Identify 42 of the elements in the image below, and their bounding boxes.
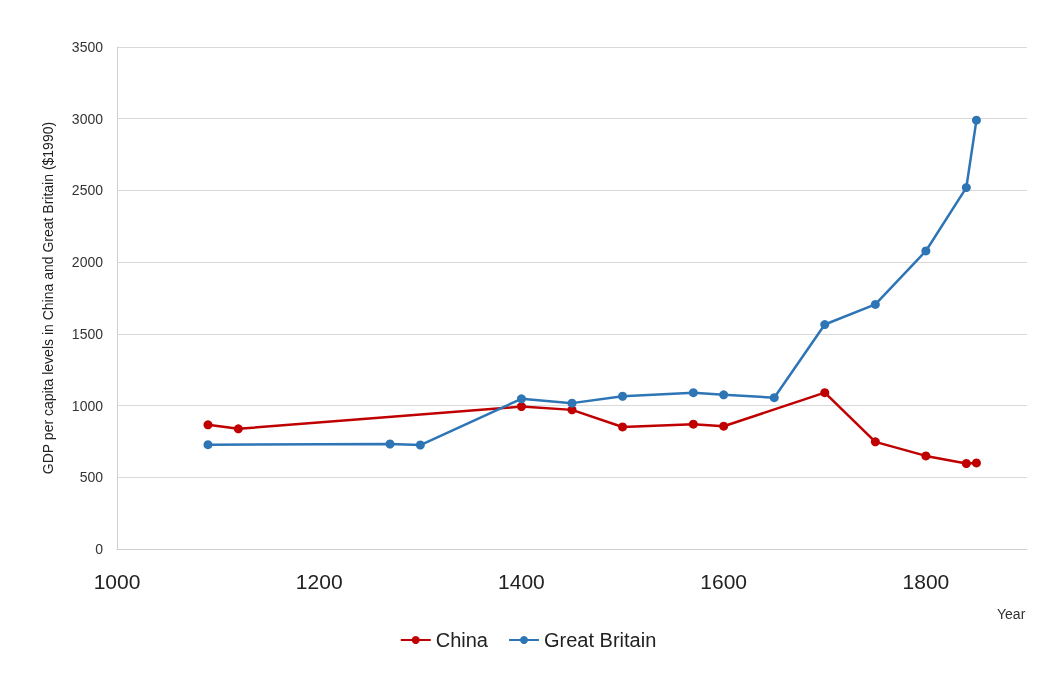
point [870,437,880,447]
point [921,451,931,461]
point [618,391,628,401]
point [769,393,779,403]
point [961,183,971,193]
y-tick-label: 500 [79,469,104,486]
point [415,440,425,450]
point [203,420,213,430]
point [567,398,577,408]
y-tick-label: 3500 [71,39,104,55]
y-tick-label: 3000 [71,110,104,127]
x-axis-title: Year [997,606,1026,622]
point [820,320,830,330]
point [385,439,395,449]
point [516,394,526,404]
y-axis-title: GDP per capita levels in China and Great Britain ($1990) [40,121,56,475]
point [233,424,243,434]
point [971,115,981,125]
point [719,421,729,431]
x-tick-label: 1800 [902,570,950,593]
point [961,459,971,469]
point [820,388,830,398]
x-tick-label: 1400 [498,570,545,593]
y-tick-label: 0 [95,541,104,557]
point [688,388,698,398]
point [870,299,880,309]
y-tick-label: 1000 [71,397,104,414]
point [516,402,526,412]
point [203,440,213,450]
y-tick-label: 2000 [71,254,104,271]
y-tick-label: 1500 [71,325,104,342]
point [719,390,729,400]
legend-label: China [435,629,489,651]
x-tick-label: 1600 [700,570,748,593]
x-tick-label: 1000 [93,570,141,593]
x-tick-label: 1200 [295,570,343,593]
point [971,458,981,468]
point [688,419,698,429]
point [618,422,628,432]
point [921,246,931,256]
legend-label: Great Britain [544,629,657,651]
y-tick-label: 2500 [71,182,104,199]
